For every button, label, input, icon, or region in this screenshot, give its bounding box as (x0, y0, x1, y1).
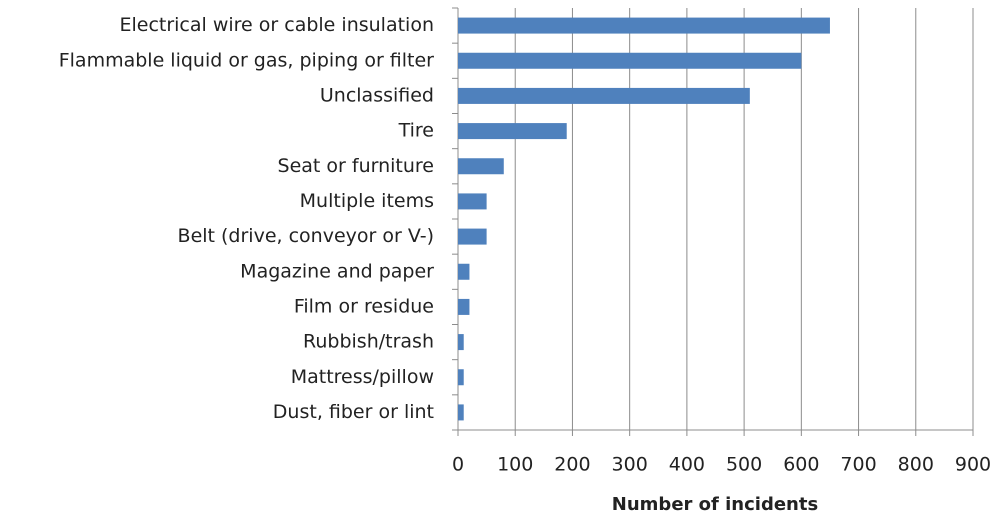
y-tick-label: Multiple items (300, 190, 434, 212)
bar (458, 228, 487, 245)
x-tick-label: 500 (726, 454, 762, 476)
x-tick-label: 600 (783, 454, 819, 476)
bar (458, 87, 750, 104)
x-tick-label: 200 (554, 454, 590, 476)
x-tick-label: 800 (898, 454, 934, 476)
x-axis-title: Number of incidents (612, 494, 818, 515)
x-tick-label: 400 (669, 454, 705, 476)
y-tick-label: Film or residue (294, 295, 434, 317)
bar (458, 193, 487, 210)
x-tick-label: 900 (955, 454, 991, 476)
y-tick-label: Mattress/pillow (291, 366, 434, 388)
y-tick-label: Tire (398, 120, 434, 142)
x-tick-label: 700 (840, 454, 876, 476)
bar (458, 52, 802, 69)
bar (458, 263, 470, 280)
y-tick-label: Unclassified (320, 84, 434, 106)
y-tick-label: Dust, fiber or lint (273, 401, 434, 423)
y-tick-label: Belt (drive, conveyor or V-) (178, 225, 434, 247)
y-tick-label: Magazine and paper (240, 260, 434, 282)
bar (458, 369, 464, 386)
y-tick-label: Rubbish/trash (303, 331, 434, 353)
y-tick-label: Seat or furniture (278, 155, 434, 177)
bar (458, 404, 464, 421)
bar (458, 334, 464, 351)
x-tick-label: 0 (452, 454, 464, 476)
bar (458, 158, 504, 175)
bar (458, 17, 830, 34)
y-tick-label: Electrical wire or cable insulation (119, 14, 434, 36)
x-tick-label: 300 (612, 454, 648, 476)
bar (458, 123, 567, 140)
y-tick-label: Flammable liquid or gas, piping or filte… (59, 49, 434, 71)
bar (458, 298, 470, 315)
x-tick-label: 100 (497, 454, 533, 476)
